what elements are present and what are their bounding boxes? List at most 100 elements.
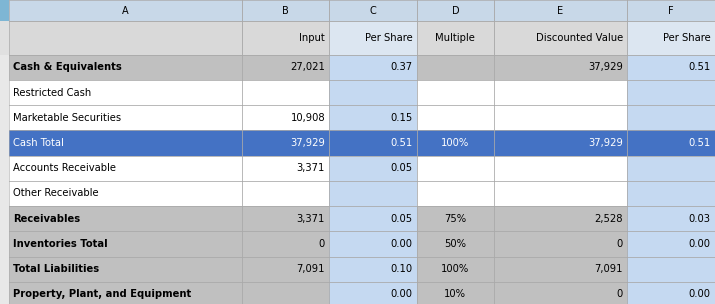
Text: Multiple: Multiple — [435, 33, 475, 43]
Text: 37,929: 37,929 — [290, 138, 325, 148]
Bar — [9, 231, 242, 257]
Bar — [9, 282, 242, 304]
Text: Other Receivable: Other Receivable — [13, 188, 99, 199]
Bar — [493, 130, 627, 156]
Text: 0: 0 — [616, 289, 623, 299]
Bar — [0, 282, 9, 304]
Bar — [330, 21, 417, 55]
Text: Restricted Cash: Restricted Cash — [13, 88, 91, 98]
Bar — [417, 257, 493, 282]
Bar — [417, 282, 493, 304]
Bar — [417, 206, 493, 231]
Bar — [9, 105, 242, 130]
Bar — [493, 206, 627, 231]
Text: Property, Plant, and Equipment: Property, Plant, and Equipment — [13, 289, 191, 299]
Text: 10%: 10% — [444, 289, 466, 299]
Bar — [0, 231, 9, 257]
Text: Per Share: Per Share — [365, 33, 413, 43]
Bar — [0, 105, 9, 130]
Bar — [493, 21, 627, 55]
Bar — [0, 21, 9, 55]
Text: Per Share: Per Share — [663, 33, 711, 43]
Bar — [9, 156, 242, 181]
Text: E: E — [557, 6, 563, 16]
Text: 50%: 50% — [444, 239, 466, 249]
Bar — [242, 231, 330, 257]
Text: 0.37: 0.37 — [390, 62, 413, 72]
Text: 0.05: 0.05 — [390, 163, 413, 173]
Bar — [627, 257, 715, 282]
Bar — [0, 130, 9, 156]
Bar — [330, 181, 417, 206]
Bar — [330, 156, 417, 181]
Text: Accounts Receivable: Accounts Receivable — [13, 163, 116, 173]
Bar — [493, 257, 627, 282]
Bar — [242, 181, 330, 206]
Bar — [417, 130, 493, 156]
Text: 0.00: 0.00 — [689, 239, 711, 249]
Bar — [330, 0, 417, 21]
Bar — [627, 206, 715, 231]
Bar — [242, 55, 330, 80]
Bar — [493, 181, 627, 206]
Bar — [0, 55, 9, 80]
Bar — [242, 156, 330, 181]
Bar — [627, 282, 715, 304]
Text: 0.00: 0.00 — [391, 289, 413, 299]
Text: 0.03: 0.03 — [689, 214, 711, 224]
Text: Input: Input — [300, 33, 325, 43]
Bar — [627, 80, 715, 105]
Bar — [627, 55, 715, 80]
Bar — [627, 21, 715, 55]
Text: C: C — [370, 6, 377, 16]
Text: 100%: 100% — [441, 138, 470, 148]
Text: 0.05: 0.05 — [390, 214, 413, 224]
Text: 10,908: 10,908 — [290, 113, 325, 123]
Bar — [417, 0, 493, 21]
Bar — [417, 181, 493, 206]
Bar — [9, 257, 242, 282]
Bar — [330, 282, 417, 304]
Bar — [242, 282, 330, 304]
Bar — [417, 231, 493, 257]
Text: Cash & Equivalents: Cash & Equivalents — [13, 62, 122, 72]
Bar — [417, 80, 493, 105]
Bar — [417, 156, 493, 181]
Bar — [9, 181, 242, 206]
Bar — [627, 231, 715, 257]
Bar — [330, 231, 417, 257]
Text: 2,528: 2,528 — [594, 214, 623, 224]
Bar — [0, 156, 9, 181]
Bar — [242, 80, 330, 105]
Bar — [493, 282, 627, 304]
Bar — [330, 105, 417, 130]
Text: 3,371: 3,371 — [297, 163, 325, 173]
Bar — [0, 0, 9, 21]
Bar — [9, 21, 242, 55]
Bar — [493, 105, 627, 130]
Bar — [9, 130, 242, 156]
Bar — [493, 156, 627, 181]
Bar — [242, 21, 330, 55]
Bar — [627, 105, 715, 130]
Bar — [242, 130, 330, 156]
Bar — [493, 0, 627, 21]
Text: Receivables: Receivables — [13, 214, 80, 224]
Text: 37,929: 37,929 — [588, 62, 623, 72]
Bar — [330, 257, 417, 282]
Bar — [9, 80, 242, 105]
Text: 75%: 75% — [444, 214, 466, 224]
Text: 0.00: 0.00 — [391, 239, 413, 249]
Bar — [0, 80, 9, 105]
Bar — [242, 257, 330, 282]
Text: Discounted Value: Discounted Value — [536, 33, 623, 43]
Bar — [330, 80, 417, 105]
Text: 7,091: 7,091 — [594, 264, 623, 274]
Text: 0: 0 — [616, 239, 623, 249]
Bar — [242, 206, 330, 231]
Text: A: A — [122, 6, 129, 16]
Text: 0.00: 0.00 — [689, 289, 711, 299]
Text: 37,929: 37,929 — [588, 138, 623, 148]
Bar — [9, 55, 242, 80]
Text: Marketable Securities: Marketable Securities — [13, 113, 121, 123]
